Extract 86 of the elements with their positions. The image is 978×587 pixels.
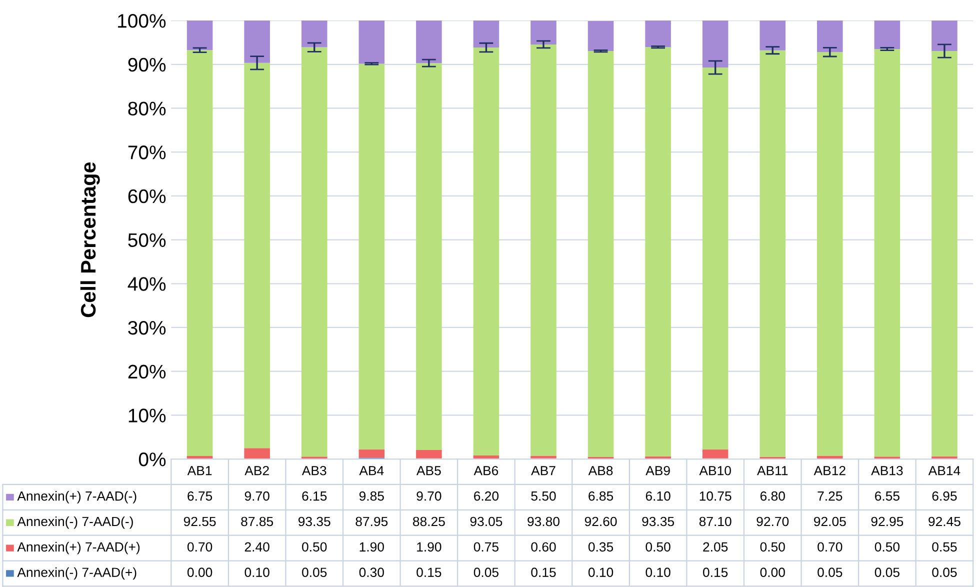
data-label: 93.35 [298, 516, 330, 526]
y-tick-label: 70% [128, 146, 166, 160]
data-label: 92.05 [814, 516, 846, 526]
data-label: 6.95 [932, 491, 957, 501]
data-label: 87.85 [241, 516, 274, 526]
x-tick-label: AB6 [474, 466, 498, 476]
x-tick-label: AB5 [416, 466, 441, 476]
x-tick-label: AB13 [871, 466, 903, 476]
data-label: 0.50 [874, 542, 900, 552]
data-label: 0.30 [359, 568, 384, 578]
data-label: 0.00 [760, 568, 785, 578]
x-tick-label: AB4 [359, 466, 384, 476]
y-tick-label: 90% [128, 58, 166, 72]
data-label: 93.80 [528, 516, 560, 526]
y-tick-label: 80% [128, 102, 166, 116]
data-label: 0.05 [874, 568, 900, 578]
data-label: 0.15 [416, 568, 442, 578]
data-label: 93.35 [642, 516, 674, 526]
data-label: 6.80 [760, 491, 785, 501]
x-tick-label: AB7 [531, 466, 556, 476]
legend-label: Annexin(+) 7-AAD(+) [17, 542, 140, 554]
data-label: 6.75 [188, 491, 212, 501]
y-tick-label: 10% [128, 408, 166, 422]
data-label: 2.40 [244, 542, 270, 552]
data-label: 92.60 [584, 516, 617, 526]
y-tick-label: 100% [118, 14, 166, 28]
data-label: 10.75 [700, 491, 732, 501]
x-tick-label: AB1 [187, 466, 212, 476]
data-label: 2.05 [703, 542, 728, 552]
data-label: 9.70 [244, 491, 270, 501]
data-label: 9.85 [359, 491, 384, 501]
x-tick-label: AB12 [814, 466, 846, 476]
x-tick-label: AB2 [244, 466, 269, 476]
data-label: 0.70 [818, 542, 842, 552]
data-label: 92.55 [184, 516, 216, 526]
data-label: 1.90 [417, 542, 442, 552]
data-label: 0.50 [302, 542, 327, 552]
y-tick-label: 40% [128, 277, 166, 291]
data-label: 0.10 [646, 568, 670, 578]
x-tick-label: AB9 [646, 466, 670, 476]
data-label: 0.75 [474, 542, 498, 552]
x-tick-label: AB11 [756, 466, 788, 476]
data-label: 0.00 [187, 568, 212, 578]
x-tick-label: AB10 [699, 466, 731, 476]
data-label: 0.15 [531, 568, 556, 578]
data-label: 92.45 [928, 516, 960, 526]
data-label: 0.15 [703, 568, 728, 578]
data-label: 0.35 [588, 542, 614, 552]
data-label: 0.55 [932, 542, 957, 552]
data-label: 0.60 [531, 542, 556, 552]
data-label: 87.95 [356, 516, 388, 526]
legend-label: Annexin(-) 7-AAD(-) [17, 516, 133, 529]
x-tick-label: AB8 [588, 466, 613, 476]
data-label: 92.95 [871, 516, 904, 526]
x-tick-label: AB14 [928, 466, 960, 476]
data-label: 0.05 [302, 568, 327, 578]
y-tick-label: 60% [128, 189, 166, 204]
data-label: 0.10 [588, 568, 614, 578]
data-label: 5.50 [531, 491, 556, 501]
data-label: 0.10 [244, 568, 270, 578]
data-label: 9.70 [416, 491, 442, 501]
data-label: 6.15 [302, 491, 327, 501]
data-label: 0.70 [187, 542, 212, 552]
y-tick-label: 50% [128, 233, 166, 248]
data-label: 6.85 [588, 491, 614, 501]
y-axis-title: Cell Percentage [80, 162, 100, 318]
y-tick-label: 20% [128, 364, 166, 379]
legend-label: Annexin(+) 7-AAD(-) [17, 491, 136, 504]
data-label: 0.50 [760, 542, 785, 552]
data-label: 88.25 [412, 516, 445, 526]
data-label: 0.05 [932, 568, 957, 578]
data-label: 93.05 [470, 516, 502, 526]
y-tick-label: 30% [128, 320, 166, 335]
data-label: 7.25 [818, 491, 842, 501]
data-label: 92.70 [756, 516, 789, 526]
data-label: 0.05 [818, 568, 842, 578]
x-tick-label: AB3 [302, 466, 326, 476]
data-label: 6.55 [875, 491, 900, 501]
data-label: 6.20 [474, 491, 499, 501]
data-label: 6.10 [646, 491, 670, 501]
y-tick-label: 0% [138, 452, 166, 466]
data-label: 0.50 [646, 542, 670, 552]
data-label: 0.05 [474, 568, 498, 578]
data-label: 1.90 [360, 542, 384, 552]
data-label: 87.10 [699, 516, 732, 526]
legend-label: Annexin(-) 7-AAD(+) [17, 567, 136, 580]
